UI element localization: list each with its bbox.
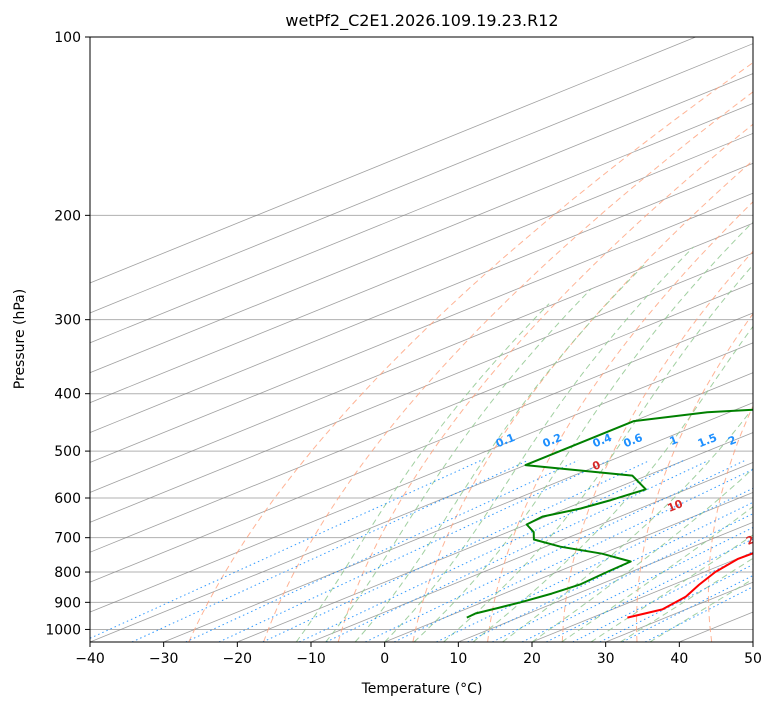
y-tick-label: 200	[54, 208, 81, 224]
dry-adiabat-line	[487, 201, 753, 642]
isotherm-line	[90, 103, 753, 374]
isotherm-line	[163, 402, 753, 642]
mixing-ratio-line	[572, 550, 753, 642]
chart-title: wetPf2_C2E1.2026.109.19.23.R12	[285, 11, 558, 31]
mixing-ratio-label: 0.4	[591, 431, 614, 451]
x-tick-label: 10	[449, 651, 467, 667]
plot-frame	[89, 36, 754, 643]
isotherm-line	[310, 462, 753, 642]
y-tick-label: 700	[54, 531, 81, 547]
dry-adiabat-label: 20	[744, 530, 763, 548]
mixing-ratio-line	[467, 501, 753, 642]
x-tick-label: 50	[744, 651, 762, 667]
mixing-ratio-line	[218, 460, 610, 642]
x-tick-label: 30	[597, 651, 615, 667]
background-lines	[90, 37, 753, 642]
isotherm-line	[237, 432, 753, 642]
sounding-lines	[466, 408, 753, 619]
mixing-ratio-line	[298, 460, 684, 642]
dry-adiabat-line	[412, 159, 753, 642]
isotherm-line	[90, 132, 753, 404]
x-tick-label: −10	[296, 651, 326, 667]
isotherm-line	[90, 252, 753, 523]
moist-adiabat-line	[325, 288, 592, 642]
x-axis-title: Temperature (°C)	[361, 681, 483, 697]
x-tick-label: 0	[380, 651, 389, 667]
isotherm-line	[90, 282, 753, 553]
isotherm-line	[90, 342, 753, 613]
mixing-ratio-label: 1	[668, 433, 680, 448]
mixing-ratio-line	[325, 460, 709, 642]
isotherm-line	[605, 581, 753, 642]
dry-adiabat-label: 10	[666, 497, 685, 515]
isotherm-line	[90, 222, 753, 493]
moist-adiabat-line	[531, 467, 753, 642]
dry-adiabat-line	[707, 405, 753, 642]
moist-adiabat-line	[413, 221, 753, 642]
moist-adiabat-line	[561, 506, 753, 642]
mixing-ratio-label: 0.2	[541, 431, 564, 450]
y-tick-label: 100	[54, 30, 81, 46]
mixing-ratio-line	[90, 460, 482, 639]
isotherm-line	[90, 37, 696, 284]
temperature-line	[627, 552, 753, 619]
dry-adiabat-line	[635, 312, 753, 642]
line-labels: -100-90-80-70-60-50-40-30-20-10001020304…	[494, 431, 763, 548]
mixing-ratio-label: 2	[726, 433, 738, 448]
isotherm-line	[90, 372, 753, 642]
x-tick-label: −30	[149, 651, 179, 667]
moist-adiabat-line	[443, 264, 753, 642]
mixing-ratio-label: 0.1	[494, 431, 517, 450]
mixing-ratio-line	[521, 526, 753, 642]
moist-adiabat-line	[295, 303, 550, 642]
mixing-ratio-line	[262, 460, 650, 642]
y-tick-label: 500	[54, 444, 81, 460]
mixing-ratio-line	[492, 513, 753, 642]
moist-adiabat-line	[502, 407, 753, 642]
y-tick-label: 1000	[45, 622, 81, 638]
isotherm-line	[90, 192, 753, 463]
dewpoint-line	[466, 408, 753, 619]
x-tick-label: −40	[75, 651, 105, 667]
mixing-ratio-line	[546, 538, 753, 642]
y-tick-label: 300	[54, 313, 81, 329]
mixing-ratio-line	[365, 460, 746, 642]
isotherm-line	[531, 551, 753, 642]
isotherm-line	[90, 162, 753, 433]
mixing-ratio-line	[185, 460, 579, 642]
dry-adiabat-line	[188, 62, 753, 642]
y-tick-label: 600	[54, 491, 81, 507]
moist-adiabat-line	[472, 325, 753, 642]
isotherm-line	[458, 521, 753, 642]
dry-adiabat-line	[561, 250, 753, 642]
mixing-ratio-label: 0.6	[622, 431, 645, 451]
y-tick-label: 400	[54, 387, 81, 403]
isotherm-line	[90, 43, 753, 314]
dry-adiabat-line	[263, 91, 753, 642]
x-tick-label: −20	[223, 651, 253, 667]
dry-adiabat-line	[337, 123, 753, 642]
moist-adiabat-line	[649, 578, 753, 642]
x-axis: −40 −30 −20 −10 0 10 20 30 40 50	[75, 642, 762, 667]
y-tick-label: 800	[54, 565, 81, 581]
x-tick-label: 40	[670, 651, 688, 667]
x-tick-label: 20	[523, 651, 541, 667]
moist-adiabat-line	[354, 264, 645, 642]
isotherm-line	[752, 641, 753, 642]
y-axis-title: Pressure (hPa)	[12, 289, 28, 389]
isotherm-line	[384, 491, 753, 642]
moist-adiabat-line	[384, 246, 694, 642]
isotherm-line	[90, 73, 753, 344]
y-tick-label: 900	[54, 595, 81, 611]
mixing-ratio-line	[131, 460, 529, 642]
isotherm-line	[90, 312, 753, 583]
y-axis: 100 200 300 400 500 600 700 800 900 1000	[45, 30, 90, 638]
mixing-ratio-line	[436, 487, 753, 642]
